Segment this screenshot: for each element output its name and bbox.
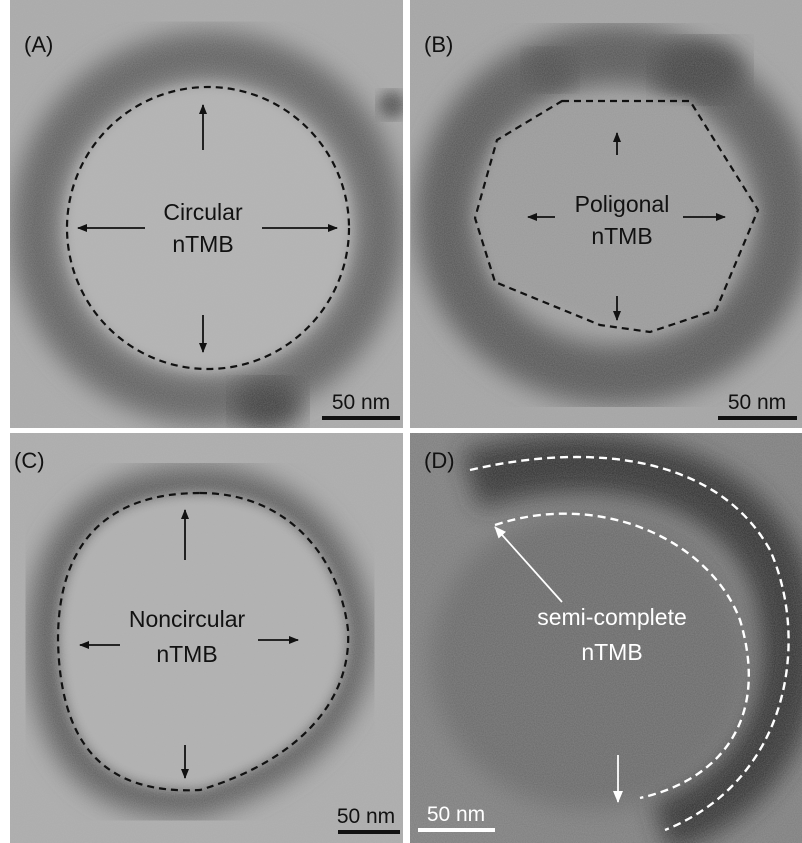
panel-c: (C) Noncircular nTMB 50 nm [10, 433, 403, 843]
scale-label: 50 nm [728, 391, 786, 414]
caption: nTMB [581, 639, 642, 665]
caption: Poligonal [575, 191, 670, 217]
scale-label: 50 nm [332, 391, 390, 414]
panel-d: (D) semi-complete nTMB 50 nm [410, 433, 802, 843]
figure: (A) Circular nTMB 50 nm (B) Poligonal nT… [0, 0, 802, 843]
panel-label: (D) [424, 448, 455, 473]
panel-b: (B) Poligonal nTMB 50 nm [410, 0, 802, 428]
caption: Noncircular [129, 606, 246, 632]
panel-a: (A) Circular nTMB 50 nm [10, 0, 406, 430]
panel-label: (A) [24, 32, 53, 57]
caption: nTMB [172, 231, 233, 257]
caption: Circular [163, 199, 243, 225]
panel-label: (B) [424, 32, 453, 57]
caption: nTMB [156, 641, 217, 667]
scale-label: 50 nm [427, 803, 485, 826]
panel-label: (C) [14, 448, 45, 473]
caption: semi-complete [537, 604, 687, 630]
scale-label: 50 nm [337, 805, 395, 828]
caption: nTMB [591, 223, 652, 249]
